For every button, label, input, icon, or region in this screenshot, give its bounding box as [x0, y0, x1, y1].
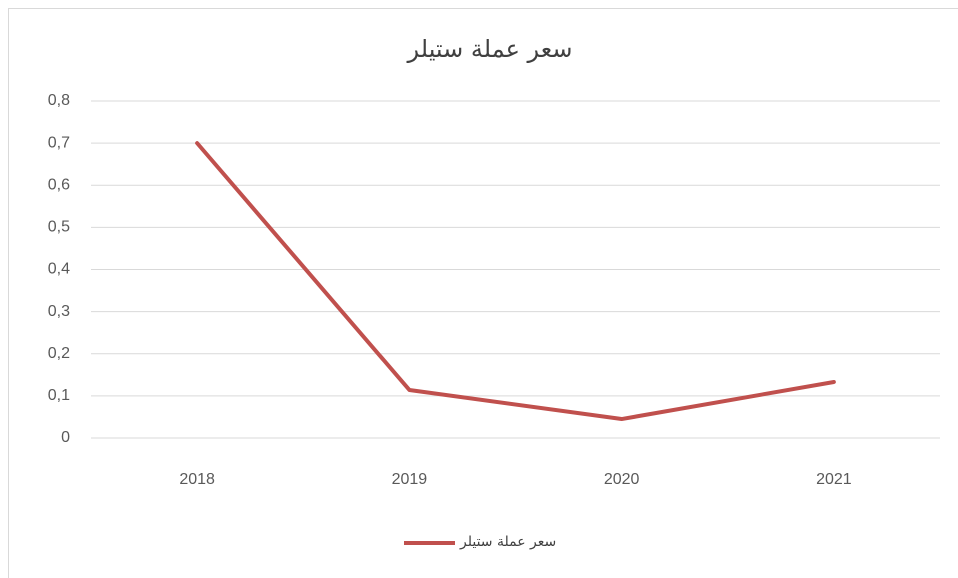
y-tick-label: 0,4 — [48, 261, 70, 278]
y-tick-label: 0,5 — [48, 219, 70, 236]
data-line — [195, 141, 836, 422]
x-tick-label: 2021 — [816, 471, 852, 488]
y-tick-label: 0,2 — [48, 345, 70, 362]
chart-title: سعر عملة ستيلر — [407, 35, 573, 63]
y-tick-label: 0,1 — [48, 387, 70, 404]
y-tick-label: 0,7 — [48, 134, 70, 151]
y-tick-label: 0,6 — [48, 176, 70, 193]
x-tick-label: 2020 — [604, 471, 640, 488]
y-tick-label: 0,3 — [48, 303, 70, 320]
x-tick-label: 2019 — [392, 471, 428, 488]
x-tick-label: 2018 — [179, 471, 215, 488]
y-tick-label: 0,8 — [48, 92, 70, 109]
y-tick-label: 0 — [61, 429, 70, 446]
chart-frame — [8, 8, 958, 578]
legend-label: سعر عملة ستيلر — [459, 534, 556, 550]
